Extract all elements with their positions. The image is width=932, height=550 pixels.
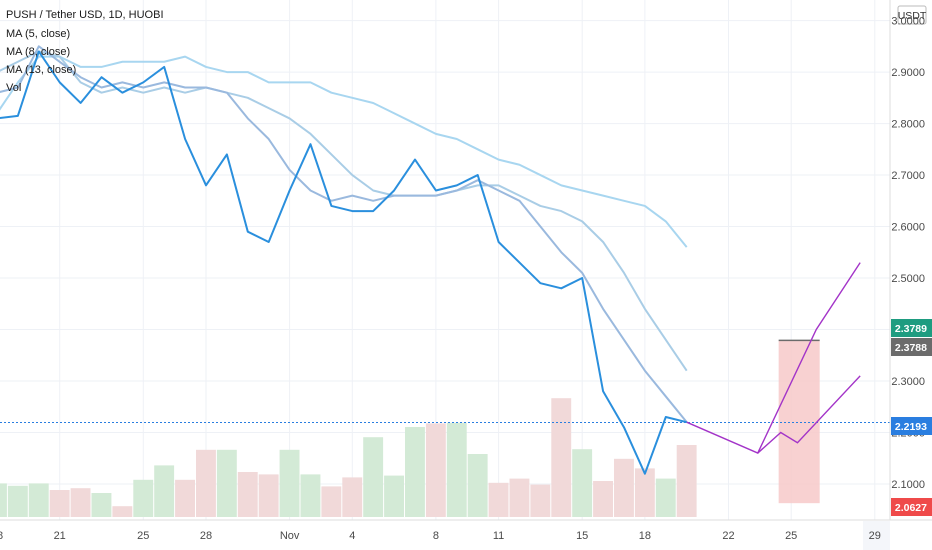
date-axis-background xyxy=(0,520,932,550)
volume-bar xyxy=(488,482,509,517)
volume-bar xyxy=(279,449,300,517)
price-tick-label: 2.6000 xyxy=(891,222,925,234)
price-badge-label: 2.3788 xyxy=(895,342,927,354)
currency-box xyxy=(897,5,927,25)
series-lines xyxy=(0,45,688,475)
volume-bar xyxy=(28,483,49,517)
volume-bar xyxy=(258,474,279,517)
date-tick-label: 18 xyxy=(639,530,651,542)
date-tick-labels: 18 21 25 28 Nov 4 8 11 15 18 22 25 29 xyxy=(0,530,881,542)
volume-bar xyxy=(196,449,216,517)
indicator-legend: PUSH / Tether USD, 1D, HUOBI MA (5, clos… xyxy=(6,9,164,94)
price-tick-label: 2.3000 xyxy=(891,376,925,388)
projection-lines[interactable] xyxy=(686,262,861,454)
volume-bar xyxy=(91,493,112,517)
volume-bar xyxy=(509,478,530,517)
indicator-ma13-label[interactable]: MA (13, close) xyxy=(6,64,76,76)
volume-bar xyxy=(676,445,697,517)
volume-bar xyxy=(593,481,613,517)
volume-bar xyxy=(446,422,467,517)
price-badge-label: 2.0627 xyxy=(895,502,927,514)
price-badge xyxy=(891,417,932,435)
volume-bar xyxy=(551,398,572,517)
projection-line-upper[interactable] xyxy=(686,262,861,454)
date-axis-right-region xyxy=(863,521,890,550)
date-tick-label: 15 xyxy=(576,530,588,542)
price-tick-label: 2.9000 xyxy=(891,67,925,79)
volume-bar xyxy=(384,475,404,517)
date-tick-label: Nov xyxy=(280,530,300,542)
price-tick-label: 2.1000 xyxy=(891,479,925,491)
date-tick-label: 25 xyxy=(785,530,797,542)
price-tick-label: 2.8000 xyxy=(891,119,925,131)
indicator-ma8-label[interactable]: MA (8, close) xyxy=(6,46,70,58)
projection-line-lower[interactable] xyxy=(757,375,861,454)
ma8-line xyxy=(0,50,688,372)
price-badge-label: 2.2193 xyxy=(895,421,927,433)
volume-bar xyxy=(112,506,133,517)
date-tick-label: 22 xyxy=(722,530,734,542)
volume-bar xyxy=(363,437,384,517)
date-tick-label: 29 xyxy=(869,530,881,542)
indicator-ma5-label[interactable]: MA (5, close) xyxy=(6,28,70,40)
date-tick-label: 25 xyxy=(137,530,149,542)
volume-bar xyxy=(321,486,342,517)
price-badge xyxy=(891,319,932,337)
volume-bar xyxy=(70,488,91,517)
volume-bar xyxy=(0,483,7,517)
price-badge xyxy=(891,498,932,516)
volume-bar xyxy=(300,474,321,517)
date-axis[interactable]: 18 21 25 28 Nov 4 8 11 15 18 22 25 29 xyxy=(0,519,932,550)
price-tick-labels: 3.00002.90002.80002.70002.60002.50002.40… xyxy=(891,16,925,491)
date-tick-label: 4 xyxy=(349,530,355,542)
currency-label[interactable]: USDT xyxy=(898,10,927,22)
volume-bar xyxy=(634,468,655,517)
date-tick-label: 21 xyxy=(54,530,66,542)
volume-bar xyxy=(7,485,28,517)
price-badge-label: 2.3789 xyxy=(895,323,927,335)
volume-bar xyxy=(154,465,175,517)
volume-bar xyxy=(467,454,488,517)
symbol-title[interactable]: PUSH / Tether USD, 1D, HUOBI xyxy=(6,9,164,21)
volume-bars xyxy=(0,398,697,517)
volume-bar xyxy=(133,479,154,517)
indicator-vol-label[interactable]: Vol xyxy=(6,82,21,94)
price-badges: 2.3789 2.3788 2.2193 2.0627 xyxy=(891,319,932,516)
price-line xyxy=(0,50,687,475)
volume-bar xyxy=(216,449,237,517)
price-axis-background xyxy=(890,0,932,550)
date-tick-label: 8 xyxy=(433,530,439,542)
date-tick-label: 11 xyxy=(493,530,504,542)
price-axis[interactable]: USDT 3.0000 2.9000 2.8000 2.7000 2.6000 2.500… xyxy=(889,0,932,550)
volume-bar xyxy=(405,427,425,517)
volume-bar xyxy=(655,478,676,517)
ma13-line xyxy=(0,55,688,248)
volume-bar xyxy=(614,458,634,517)
price-badge xyxy=(891,338,932,356)
volume-bar xyxy=(530,484,551,517)
volume-bar xyxy=(49,490,70,517)
target-box[interactable] xyxy=(778,340,820,504)
date-tick-label: 18 xyxy=(0,530,3,542)
volume-bar xyxy=(342,477,363,517)
volume-bar xyxy=(237,472,258,517)
price-tick-label: 3.0000 xyxy=(891,16,925,28)
volume-bar xyxy=(175,479,195,517)
volume-bar xyxy=(425,423,446,517)
date-tick-label: 28 xyxy=(200,530,212,542)
price-tick-label: 2.5000 xyxy=(891,273,925,285)
volume-bar xyxy=(572,449,593,517)
price-tick-label: 2.7000 xyxy=(891,170,925,182)
